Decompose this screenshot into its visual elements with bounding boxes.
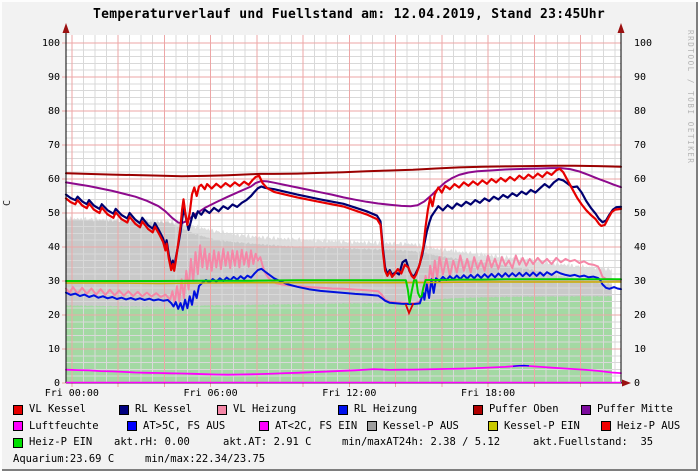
legend-swatch (367, 421, 377, 431)
series-heiz-p-ein-line (65, 278, 622, 305)
legend-label: Luftfeuchte (29, 419, 99, 432)
legend-swatch (127, 421, 137, 431)
series-kessel-p-ein-line (65, 281, 622, 285)
y-tick-label-left: 70 (47, 140, 60, 151)
y-tick-label-left: 80 (47, 106, 60, 117)
legend-label: Heiz-P EIN (29, 436, 93, 448)
series-puffer-oben (65, 164, 622, 178)
x-tick-label: Fri 00:00 (44, 388, 99, 399)
y-tick-label-left: 20 (47, 310, 60, 321)
y-tick-label-right: 80 (634, 106, 647, 117)
y-tick-label-left: 60 (47, 174, 60, 185)
legend-label: AT<2C, FS EIN (275, 419, 358, 432)
series-rl-kessel (64, 177, 623, 278)
legend-label: min/max:22.34/23.75 (145, 452, 266, 465)
y-tick-label-left: 100 (41, 38, 60, 49)
y-tick-label-right: 60 (634, 174, 647, 185)
area-heiz-p-ein (66, 295, 612, 383)
y-tick-label-right: 90 (634, 72, 647, 83)
y-tick-label-right: 70 (634, 140, 647, 151)
frostschutz-marker (405, 303, 414, 316)
y-tick-label-right: 0 (634, 378, 641, 389)
legend-swatch (338, 404, 348, 415)
x-tick-label: Fri 18:00 (460, 388, 516, 399)
legend-label: min/maxAT24h: 2.38 / 5.12 (342, 436, 501, 448)
series-aussentemp-blau-segment (512, 364, 530, 367)
legend-label: akt.AT: 2.91 C (223, 436, 312, 448)
legend-label: akt.Fuellstand: 35 (533, 436, 654, 448)
legend-label: Puffer Mitte (597, 403, 673, 415)
legend-label: VL Kessel (29, 403, 86, 415)
legend-label: Puffer Oben (489, 403, 559, 415)
x-tick-label: Fri 06:00 (183, 388, 238, 399)
legend-swatch (473, 404, 483, 415)
legend-swatch (601, 421, 611, 431)
y-tick-label-right: 20 (634, 310, 647, 321)
legend-swatch (119, 404, 129, 415)
y-tick-label-right: 40 (634, 242, 647, 253)
y-tick-label-right: 10 (634, 344, 647, 355)
chart-title: Temperaturverlauf und Fuellstand am: 12.… (93, 7, 605, 22)
legend-label: Kessel-P AUS (383, 419, 459, 432)
y-tick-label-left: 30 (47, 276, 60, 287)
legend-swatch (217, 404, 227, 415)
y-tick-label-left: 50 (47, 208, 60, 219)
y-tick-label-right: 50 (634, 208, 647, 219)
y-tick-label-right: 100 (634, 38, 653, 49)
legend-label: akt.rH: 0.00 (114, 436, 190, 448)
legend-swatch (13, 421, 23, 431)
legend-label: RL Kessel (135, 403, 192, 415)
legend-label: RL Heizung (354, 403, 418, 415)
legend-label: AT>5C, FS AUS (143, 419, 226, 432)
y-axis-unit-label: C (2, 199, 13, 207)
legend-label: Heiz-P AUS (617, 419, 681, 432)
y-tick-label-left: 40 (47, 242, 60, 253)
legend-label: Aquarium:23.69 C (13, 452, 115, 465)
y-tick-label-right: 30 (634, 276, 647, 287)
legend-swatch (259, 421, 269, 431)
legend-swatch (488, 421, 498, 431)
axis-arrow-right (617, 23, 625, 33)
legend-label: Kessel-P EIN (504, 419, 580, 432)
axis-arrow-left (62, 23, 70, 33)
legend-label: VL Heizung (233, 403, 297, 415)
y-tick-label-left: 0 (53, 378, 60, 389)
series-vl-kessel (64, 167, 623, 280)
series-aussentemp-magenta (65, 364, 622, 376)
y-tick-label-left: 10 (47, 344, 60, 355)
series-rl-heizung (65, 267, 622, 311)
rrdtool-watermark: RRDTOOL / TOBI OETIKER (686, 30, 695, 165)
y-tick-label-left: 90 (47, 72, 60, 83)
x-tick-label: Fri 12:00 (322, 388, 377, 399)
legend-swatch (13, 404, 23, 415)
legend-swatch (581, 404, 591, 415)
axis-arrow-x (622, 379, 631, 387)
legend-swatch (13, 437, 23, 448)
